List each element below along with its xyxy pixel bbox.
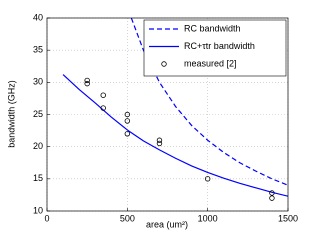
- marker: [156, 137, 163, 143]
- marker: [269, 190, 275, 196]
- y-tick-label: 35: [33, 45, 43, 55]
- x-tick-label: 1000: [198, 213, 218, 223]
- marker: [124, 111, 131, 118]
- legend-marker: [161, 61, 167, 67]
- legend-label: measured [2]: [184, 58, 237, 68]
- y-tick-label: 30: [33, 77, 43, 87]
- x-tick-label: 500: [120, 213, 135, 223]
- legend-label: RC+τtr bandwidth: [184, 41, 255, 51]
- axes-box: [46, 17, 289, 212]
- y-tick-label: 15: [33, 173, 43, 183]
- marker: [84, 80, 90, 87]
- marker: [100, 92, 106, 98]
- x-axis-label: area (um²): [146, 219, 188, 229]
- legend-label: RC bandwidth: [184, 23, 241, 33]
- y-tick-label: 20: [33, 141, 43, 151]
- marker: [100, 105, 106, 111]
- marker: [124, 131, 131, 137]
- marker: [204, 176, 211, 182]
- y-tick-label: 25: [33, 109, 43, 119]
- marker: [269, 195, 275, 201]
- marker: [84, 77, 90, 84]
- x-tick-label: 0: [44, 213, 49, 223]
- line: [62, 74, 288, 197]
- marker: [156, 140, 163, 147]
- marker: [124, 118, 131, 124]
- y-axis-label: bandwidth (GHz): [6, 80, 16, 148]
- chart: area (um²) bandwidth (GHz) 10 15 20 25 30 35 4…: [6, 12, 298, 229]
- y-tick-label: 10: [33, 205, 43, 215]
- x-tick-label: 1500: [278, 213, 298, 223]
- y-tick-label: 40: [33, 12, 43, 22]
